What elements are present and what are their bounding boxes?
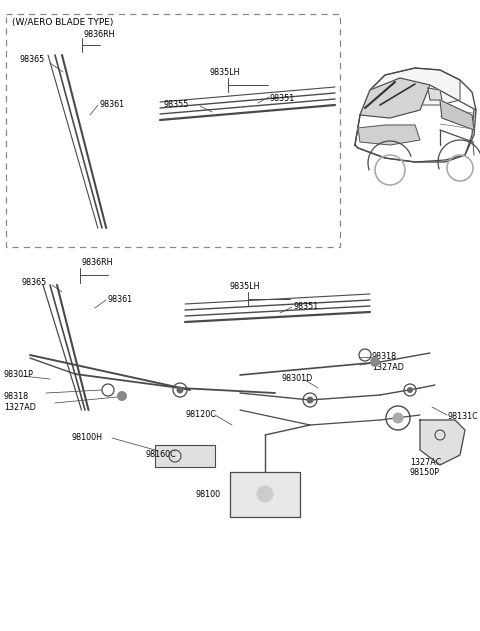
Polygon shape: [420, 420, 465, 465]
Text: 98318: 98318: [372, 352, 397, 361]
Circle shape: [407, 387, 413, 393]
Bar: [155, 445, 215, 467]
Text: 1327AD: 1327AD: [372, 363, 404, 372]
Text: 98365: 98365: [20, 55, 45, 64]
Text: 98131C: 98131C: [448, 412, 479, 421]
Polygon shape: [358, 125, 420, 145]
Text: 9835LH: 9835LH: [230, 282, 261, 291]
Text: 98100: 98100: [195, 490, 220, 499]
Text: 98361: 98361: [108, 295, 133, 304]
Circle shape: [117, 391, 127, 401]
Text: (W/AERO BLADE TYPE): (W/AERO BLADE TYPE): [12, 18, 113, 27]
Text: 98365: 98365: [22, 278, 47, 287]
Text: 98355: 98355: [163, 100, 188, 109]
Circle shape: [257, 486, 273, 502]
Text: 98318: 98318: [4, 392, 29, 401]
Circle shape: [393, 413, 403, 423]
Polygon shape: [360, 78, 430, 118]
Circle shape: [370, 357, 380, 367]
Polygon shape: [440, 100, 474, 130]
Circle shape: [307, 396, 313, 403]
Text: 1327AC: 1327AC: [410, 458, 441, 467]
Text: 98351: 98351: [293, 302, 318, 311]
Text: 98301P: 98301P: [4, 370, 34, 379]
Polygon shape: [428, 88, 442, 100]
Text: 98351: 98351: [270, 94, 295, 103]
Text: 9836RH: 9836RH: [83, 30, 115, 39]
Text: 9836RH: 9836RH: [82, 258, 113, 267]
Text: 9835LH: 9835LH: [210, 68, 240, 77]
Circle shape: [177, 387, 183, 394]
Bar: [230, 472, 300, 517]
Text: 1327AD: 1327AD: [4, 403, 36, 412]
Text: 98120C: 98120C: [185, 410, 216, 419]
Text: 98160C: 98160C: [145, 450, 176, 459]
Text: 98361: 98361: [100, 100, 125, 109]
Text: 98150P: 98150P: [410, 468, 440, 477]
Text: 98100H: 98100H: [72, 433, 103, 442]
Text: 98301D: 98301D: [282, 374, 313, 383]
Polygon shape: [360, 68, 460, 115]
